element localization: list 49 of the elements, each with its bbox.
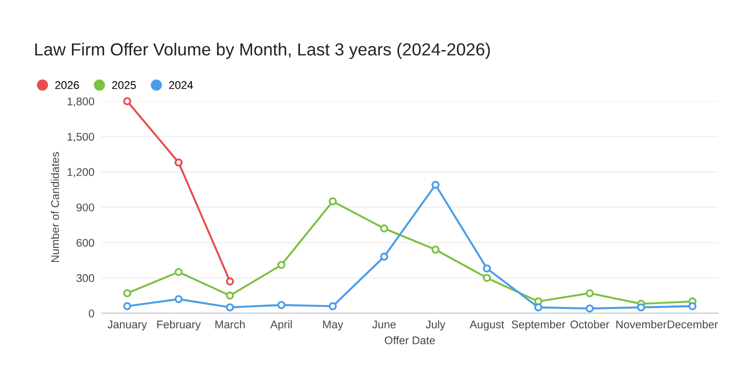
point	[226, 303, 234, 312]
x-tick-label: December	[668, 320, 718, 328]
point	[432, 180, 440, 189]
point	[123, 97, 132, 106]
x-tick-label: May	[323, 320, 344, 331]
x-tick-label: October	[570, 320, 610, 328]
point	[123, 289, 132, 298]
point	[586, 289, 594, 298]
point	[637, 303, 646, 312]
y-tick-label: 1,800	[68, 97, 94, 107]
x-tick-label: September	[512, 320, 566, 331]
y-tick-label: 900	[76, 204, 94, 212]
y-tick-label: 1,200	[68, 168, 94, 178]
x-tick-label: June	[372, 320, 396, 328]
y-axis-title: Number of Candidates	[50, 152, 60, 262]
point	[380, 252, 388, 261]
point	[688, 302, 696, 310]
point	[123, 302, 132, 310]
y-tick-label: 0	[88, 310, 94, 318]
point	[432, 246, 440, 254]
point	[534, 303, 542, 312]
legend-label: 2024	[169, 81, 193, 90]
point	[174, 268, 183, 276]
point	[380, 224, 388, 232]
y-tick-label: 600	[76, 238, 94, 247]
chart-title: Law Firm Offer Volume by Month, Last 3 years (2024-2026)	[35, 42, 490, 59]
point	[328, 302, 337, 310]
point	[174, 158, 183, 167]
point	[174, 295, 183, 304]
x-tick-label: March	[215, 320, 245, 328]
point	[277, 260, 286, 269]
y-tick-label: 1,500	[68, 132, 94, 142]
point	[482, 274, 491, 282]
y-tick-label: 300	[76, 274, 94, 282]
point	[277, 300, 286, 310]
x-tick-label: November	[616, 320, 667, 328]
point	[482, 264, 491, 273]
point	[586, 304, 594, 313]
point	[226, 277, 234, 286]
x-tick-label: July	[426, 320, 446, 331]
legend-label: 2026	[55, 81, 79, 90]
x-tick-label: April	[270, 320, 292, 331]
x-axis-title: Offer Date	[384, 336, 435, 344]
x-tick-label: February	[157, 320, 201, 331]
legend-label: 2025	[112, 81, 136, 90]
x-tick-label: January	[108, 320, 147, 331]
point	[328, 197, 337, 206]
x-tick-label: August	[470, 320, 504, 331]
point	[226, 292, 234, 300]
